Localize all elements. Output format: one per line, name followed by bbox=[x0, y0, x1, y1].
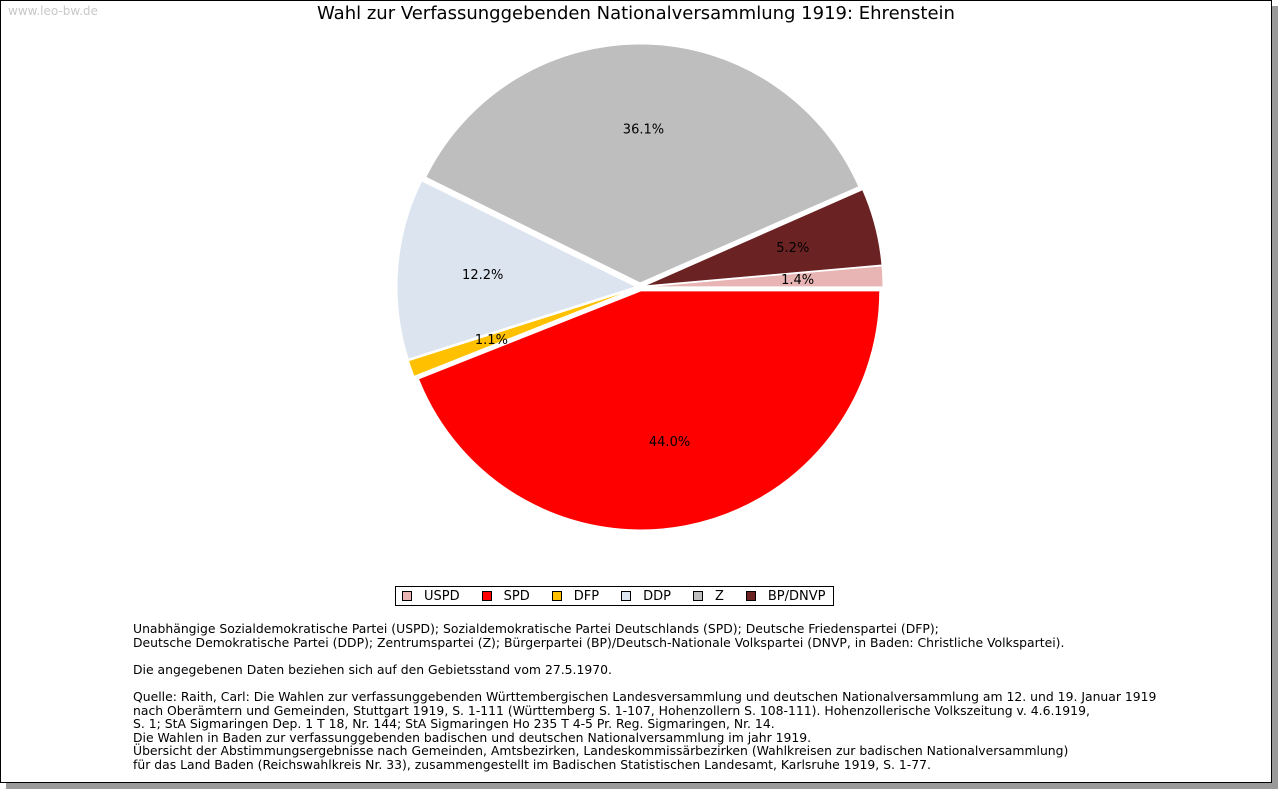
legend-swatch bbox=[692, 591, 703, 601]
note-line: nach Oberämtern und Gemeinden, Stuttgart… bbox=[133, 702, 1090, 718]
legend-label: Z bbox=[714, 588, 724, 604]
legend-swatch bbox=[402, 591, 412, 601]
note-line: Unabhängige Sozialdemokratische Partei (… bbox=[133, 621, 939, 636]
chart-title: Wahl zur Verfassunggebenden Nationalvers… bbox=[317, 3, 955, 24]
notes: Unabhängige Sozialdemokratische Partei (… bbox=[133, 622, 1193, 772]
legend-item: DFP bbox=[551, 588, 600, 604]
legend: USPD SPD DFP DDP Z BP/DNVP bbox=[395, 586, 835, 606]
legend-label: DFP bbox=[573, 588, 600, 604]
pie-chart: 1.4% 44.0% 1.1% 12.2% 36.1% 5.2% bbox=[396, 43, 884, 531]
slice-label: 36.1% bbox=[623, 122, 664, 137]
pie-slice-ddp bbox=[396, 180, 638, 360]
legend-swatch bbox=[481, 591, 492, 601]
slice-label: 1.1% bbox=[475, 333, 508, 348]
legend-item: USPD bbox=[402, 589, 460, 604]
slice-label: 44.0% bbox=[649, 435, 690, 450]
pie-slice-uspd bbox=[643, 265, 884, 288]
legend-item: DDP bbox=[621, 589, 671, 604]
legend-item: BP/DNVP bbox=[745, 588, 826, 604]
legend-item: SPD bbox=[481, 588, 530, 604]
legend-swatch bbox=[745, 591, 756, 601]
legend-label: SPD bbox=[503, 588, 530, 604]
note-line: Quelle: Raith, Carl: Die Wahlen zur verf… bbox=[133, 688, 1157, 704]
legend-item: Z bbox=[692, 588, 724, 604]
slice-label: 12.2% bbox=[462, 268, 503, 283]
slice-label: 1.4% bbox=[781, 273, 814, 288]
note-line: S. 1; StA Sigmaringen Dep. 1 T 18, Nr. 1… bbox=[133, 716, 775, 732]
pie-slice-bp-dnvp bbox=[643, 189, 883, 287]
pie-slice-dfp bbox=[407, 287, 637, 377]
note-line: Die angegebenen Daten beziehen sich auf … bbox=[133, 661, 612, 677]
legend-label: USPD bbox=[424, 588, 460, 604]
note-line: Übersicht der Abstimmungsergebnisse nach… bbox=[133, 743, 1069, 759]
slice-label: 5.2% bbox=[776, 241, 809, 256]
legend-label: BP/DNVP bbox=[767, 588, 826, 604]
note-line: Die Wahlen in Baden zur verfassunggebend… bbox=[133, 729, 812, 745]
note-line: Deutsche Demokratische Partei (DDP); Zen… bbox=[133, 634, 1065, 650]
note-line: für das Land Baden (Reichswahlkreis Nr. … bbox=[133, 756, 931, 772]
pie-slice-z bbox=[425, 43, 860, 284]
legend-swatch bbox=[621, 591, 632, 601]
legend-swatch bbox=[551, 591, 562, 601]
watermark: www.leo-bw.de bbox=[8, 4, 98, 18]
legend-label: DDP bbox=[643, 588, 671, 604]
pie-slice-spd bbox=[417, 290, 881, 531]
